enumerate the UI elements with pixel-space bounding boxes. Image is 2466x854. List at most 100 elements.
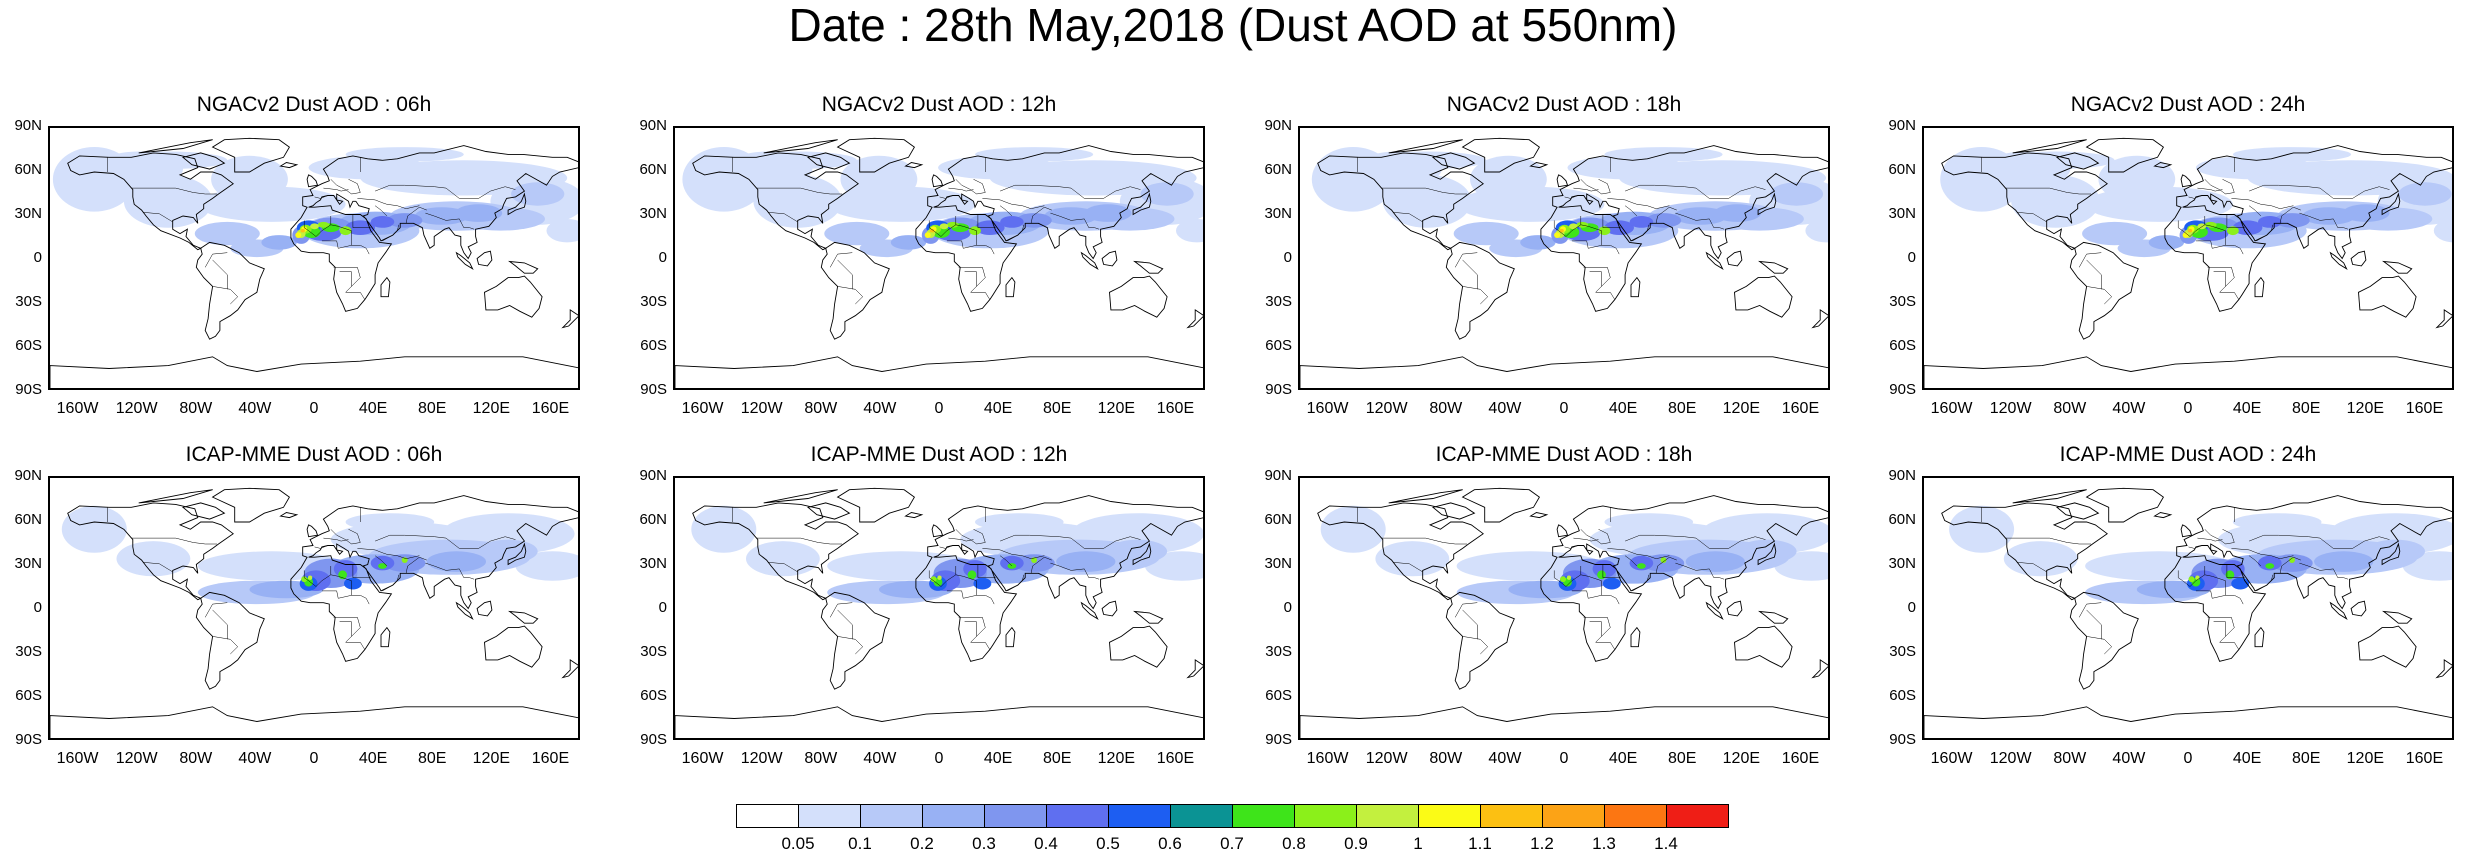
sumatra-coastline: [1705, 251, 1724, 270]
country-border: [2207, 617, 2240, 650]
borneo-coastline: [2350, 250, 2367, 267]
panel-title: NGACv2 Dust AOD : 12h: [821, 93, 1057, 116]
japan-coastline: [1132, 192, 1152, 216]
iceland-coastline: [279, 162, 299, 169]
country-border: [357, 198, 420, 209]
icap-aod-region: [1007, 563, 1017, 569]
country-border: [2226, 564, 2245, 578]
country-border: [1625, 184, 1766, 199]
australia-coastline: [2358, 625, 2417, 668]
africa-eurasia-coastline: [915, 145, 1203, 312]
borneo-coastline: [1101, 250, 1118, 267]
sumatra-coastline: [1705, 601, 1724, 620]
lon-tick-label: 120E: [2346, 400, 2385, 417]
country-border: [382, 224, 400, 242]
country-border: [374, 205, 388, 217]
country-border: [1393, 562, 1423, 573]
colorbar-swatch: [1232, 804, 1295, 828]
colorbar-label: 0.2: [910, 834, 934, 853]
arctic-islands-coastline: [2012, 139, 2087, 154]
colorbar-label: 0.6: [1158, 834, 1182, 853]
british-isles-coastline: [1556, 524, 1569, 538]
lat-tick-label: 0: [1907, 249, 1916, 266]
lon-tick-label: 160E: [1781, 750, 1820, 767]
ngac-aod-region: [2187, 228, 2193, 233]
lon-tick-label: 120W: [740, 400, 783, 417]
lon-tick-label: 40W: [2112, 750, 2146, 767]
antarctica-coastline: [1924, 706, 2452, 738]
arctic-islands-coastline: [2012, 489, 2087, 504]
ngac-aod-region: [2232, 147, 2352, 162]
lon-tick-label: 0: [934, 750, 944, 767]
antarctica-coastline: [1924, 356, 2452, 388]
lon-tick-label: 80W: [1429, 400, 1463, 417]
lat-tick-label: 60S: [1265, 337, 1292, 354]
colorbar-swatch: [860, 804, 923, 828]
japan-coastline: [1132, 542, 1152, 566]
country-border: [330, 179, 361, 195]
lat-tick-label: 60N: [1888, 161, 1916, 178]
lon-tick-label: 160W: [1306, 400, 1349, 417]
lat-tick-label: 0: [33, 599, 42, 616]
ngac-aod-region: [317, 221, 330, 228]
country-border: [964, 621, 977, 637]
ngac-aod-region: [1520, 235, 1556, 250]
ngac-aod-region: [824, 221, 890, 246]
colorbar-swatch: [1170, 804, 1233, 828]
country-border: [939, 195, 953, 199]
lon-tick-label: 0: [1559, 750, 1569, 767]
icap-aod-region: [973, 577, 992, 590]
country-border: [2005, 537, 2091, 545]
country-border: [1589, 621, 1602, 637]
lon-tick-label: 120W: [1365, 400, 1408, 417]
lon-tick-label: 0: [2183, 750, 2193, 767]
ngac-aod-region: [2342, 204, 2390, 222]
lon-tick-label: 160E: [531, 750, 570, 767]
ngac-aod-region: [1559, 228, 1564, 233]
south-america-coastline: [195, 591, 265, 690]
new-guinea-coastline: [508, 260, 539, 274]
japan-coastline: [2381, 542, 2401, 566]
icap-aod-region: [975, 513, 1064, 531]
country-border: [143, 212, 173, 223]
greenland-coastline: [2085, 137, 2164, 173]
british-isles-coastline: [2180, 524, 2193, 538]
lat-tick-label: 30N: [1264, 555, 1292, 572]
country-border: [1084, 568, 1100, 580]
japan-coastline: [1757, 542, 1777, 566]
lat-tick-label: 30S: [1889, 293, 1916, 310]
colorbar-swatch: [1666, 804, 1729, 828]
country-border: [1624, 555, 1638, 567]
lon-tick-label: 120E: [2346, 750, 2385, 767]
lat-tick-label: 30N: [14, 555, 42, 572]
borneo-coastline: [2350, 600, 2367, 617]
sumatra-coastline: [1080, 601, 1099, 620]
africa-eurasia-coastline: [290, 145, 578, 312]
colorbar-label: 0.4: [1034, 834, 1058, 853]
map-canvas: [1300, 137, 1828, 388]
lat-tick-label: 60N: [14, 511, 42, 528]
ngac-aod-region: [1456, 186, 1605, 222]
icap-aod-region: [1320, 505, 1386, 553]
arctic-islands-coastline: [138, 489, 213, 504]
lat-tick-label: 30N: [1888, 205, 1916, 222]
country-border: [1709, 568, 1725, 580]
lon-tick-label: 80E: [1042, 400, 1072, 417]
country-border: [1564, 195, 1578, 199]
lat-tick-label: 60N: [1264, 511, 1292, 528]
country-border: [829, 602, 853, 618]
ngac-aod-region: [1805, 219, 1828, 243]
country-border: [1381, 537, 1467, 545]
madagascar-coastline: [380, 276, 391, 298]
ngac-aod-region: [929, 228, 935, 233]
ngac-aod-region: [1673, 207, 1728, 225]
icap-aod-region: [344, 577, 362, 590]
lat-tick-label: 30S: [15, 643, 42, 660]
ngac-aod-region: [2148, 235, 2185, 250]
ngac-aod-region: [295, 232, 302, 238]
country-border: [2279, 206, 2301, 224]
panel-title: ICAP-MME Dust AOD : 06h: [185, 443, 443, 466]
lat-tick-label: 90N: [1264, 467, 1292, 484]
lon-tick-label: 0: [309, 400, 319, 417]
